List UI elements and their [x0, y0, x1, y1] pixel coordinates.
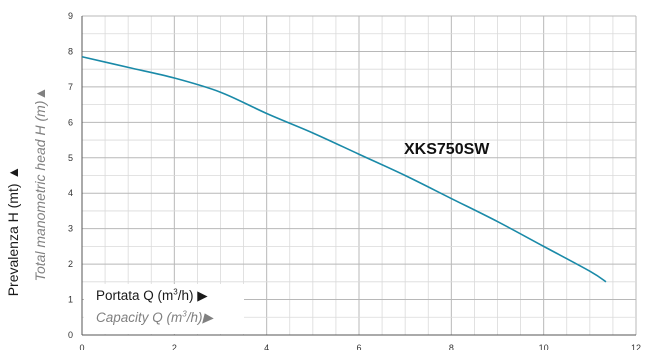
x-tick-label: 12: [631, 343, 641, 350]
y-tick-label: 5: [68, 153, 73, 163]
x-axis-label: Portata Q (m3/h) ▶: [96, 287, 208, 303]
x-tick-label: 6: [356, 343, 361, 350]
grid-lines: [81, 15, 637, 336]
y-tick-label: 6: [68, 117, 73, 127]
y-tick-label: 1: [68, 295, 73, 305]
y-tick-label: 0: [68, 330, 73, 340]
x-axis-label-english: Capacity Q (m3/h)▶: [96, 309, 213, 325]
x-tick-label: 8: [449, 343, 454, 350]
series-label-xks750sw: XKS750SW: [404, 141, 490, 158]
x-tick-label: 0: [79, 343, 84, 350]
y-axis-label: Prevalenza H (mt) ▲: [5, 165, 21, 297]
y-tick-label: 8: [68, 46, 73, 56]
x-tick-label: 10: [539, 343, 549, 350]
y-tick-label: 2: [68, 259, 73, 269]
y-tick-label: 7: [68, 82, 73, 92]
y-tick-label: 3: [68, 224, 73, 234]
y-axis-label-english: Total manometric head H (m)▲: [32, 86, 48, 282]
y-tick-label: 9: [68, 11, 73, 21]
x-tick-label: 4: [264, 343, 269, 350]
series-line-xks750sw: [81, 55, 607, 283]
y-tick-label: 4: [68, 188, 73, 198]
x-axis-label-box: [84, 284, 244, 334]
x-tick-label: 2: [172, 343, 177, 350]
